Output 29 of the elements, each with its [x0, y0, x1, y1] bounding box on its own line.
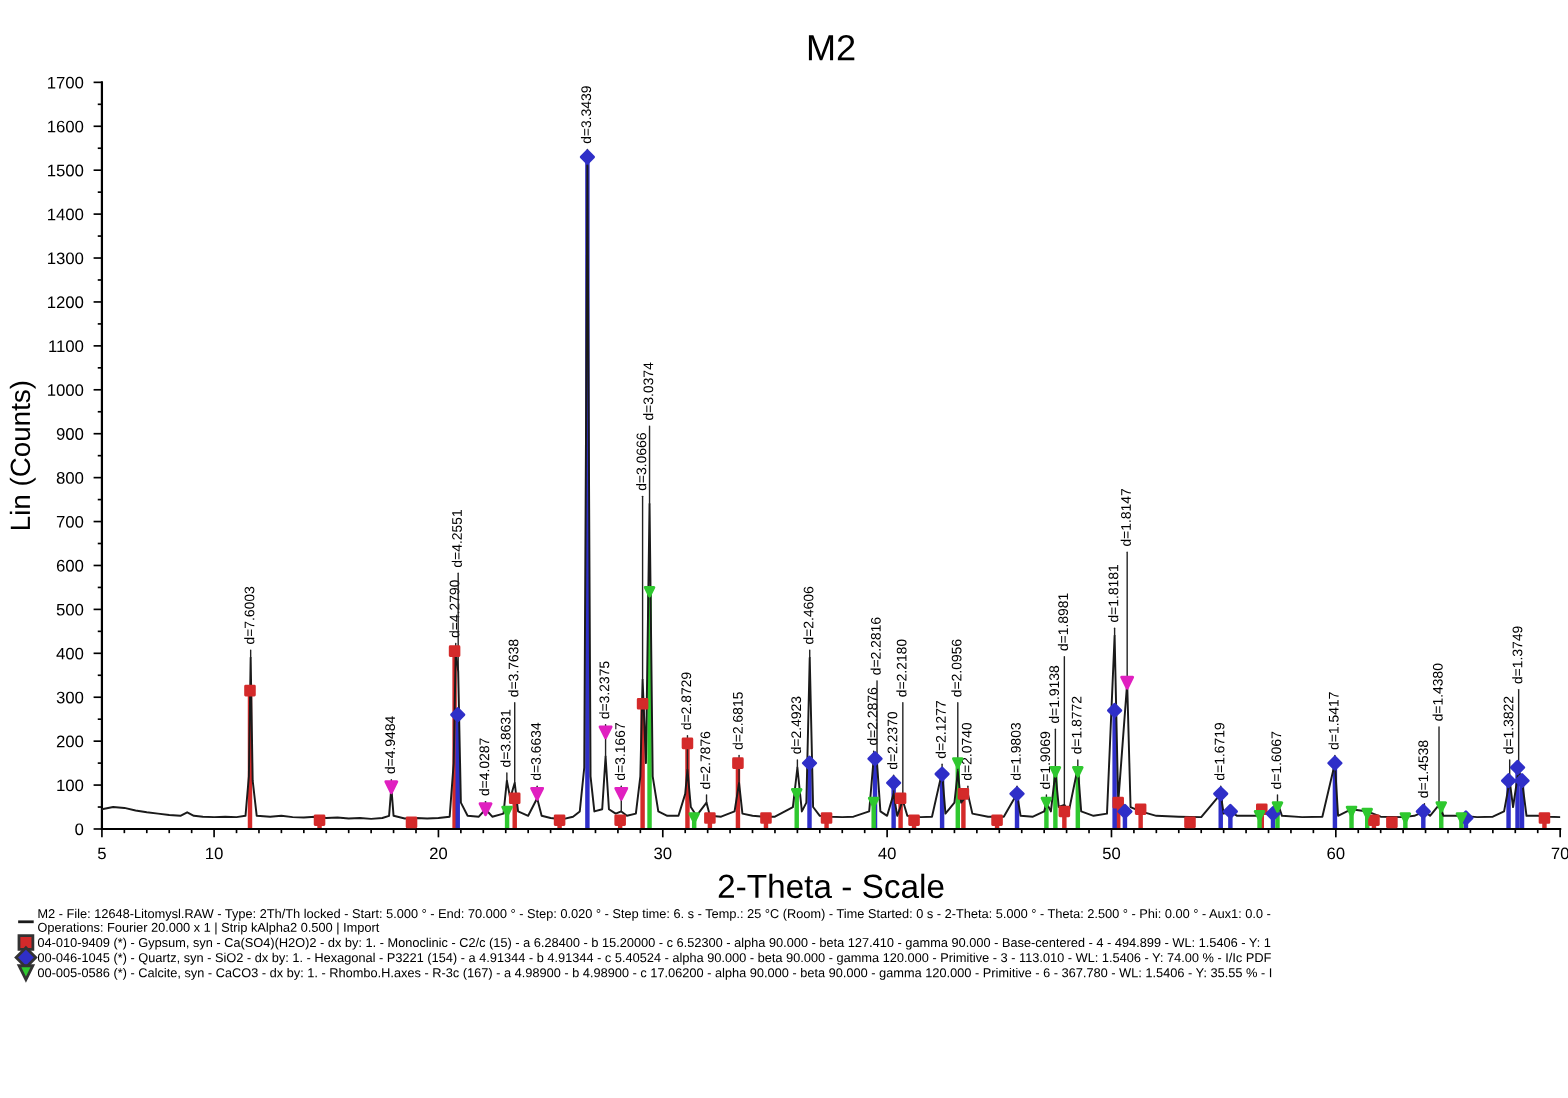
y-tick-label: 600	[56, 559, 84, 572]
y-tick-label: 400	[56, 647, 84, 660]
y-tick-label: 1000	[48, 384, 84, 396]
x-tick-label: 10	[206, 847, 223, 860]
y-tick-label: 0	[75, 823, 84, 836]
y-tick-label: 300	[56, 691, 84, 704]
y-axis-title: Lin (Counts)	[9, 381, 36, 530]
x-tick-label: 50	[1102, 847, 1121, 860]
y-tick-label: 1300	[48, 252, 84, 265]
y-tick-label: 500	[56, 603, 84, 616]
y-tick-label: 200	[56, 735, 84, 748]
y-tick-label: 1600	[48, 120, 84, 133]
x-tick-label: 5	[97, 847, 106, 860]
x-tick-label: 40	[878, 847, 896, 860]
x-tick-label: 30	[654, 847, 672, 860]
y-tick-label: 1500	[48, 164, 84, 177]
chart-title: M2	[808, 34, 855, 61]
x-axis-title: 2-Theta - Scale	[718, 873, 944, 899]
y-tick-label: 700	[56, 515, 84, 528]
y-tick-label: 1700	[48, 76, 84, 89]
y-tick-label: 100	[57, 779, 84, 792]
x-tick-label: 70	[1551, 847, 1568, 860]
y-tick-label: 1400	[48, 208, 84, 221]
x-tick-label: 60	[1327, 847, 1345, 860]
y-tick-label: 900	[56, 428, 84, 440]
y-tick-label: 1200	[48, 296, 84, 309]
y-tick-label: 800	[56, 472, 84, 484]
y-tick-label: 1100	[49, 340, 84, 353]
x-tick-label: 20	[430, 847, 448, 860]
